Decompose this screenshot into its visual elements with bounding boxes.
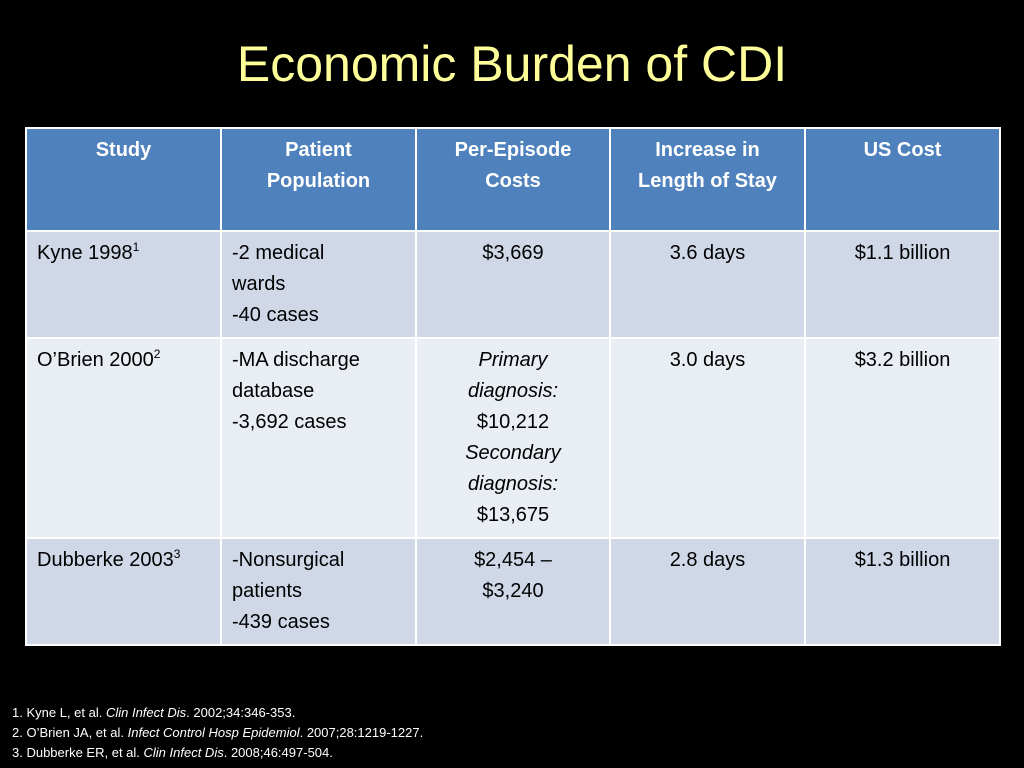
population-line: -Nonsurgical <box>232 549 345 571</box>
reference-superscript: 1 <box>132 240 140 254</box>
cell-length-of-stay: 2.8 days <box>609 537 806 646</box>
header-us-cost: US Cost <box>804 127 1001 232</box>
header-line: Length of Stay <box>638 170 777 192</box>
population-line: -40 cases <box>232 304 319 326</box>
cost-line: Primary <box>478 349 548 371</box>
header-per-episode-costs: Per-Episode Costs <box>415 127 611 232</box>
study-name: Dubberke 2003 <box>37 549 174 571</box>
cost-line: $13,675 <box>476 504 550 526</box>
cost-line: diagnosis: <box>467 380 559 402</box>
population-line: -MA discharge <box>232 349 360 371</box>
cell-population: -2 medical wards -40 cases <box>220 230 417 339</box>
cell-us-cost: $3.2 billion <box>804 337 1001 539</box>
table-header-row: Study Patient Population Per-Episode Cos… <box>25 127 1001 232</box>
reference-superscript: 3 <box>173 547 181 561</box>
cell-length-of-stay: 3.0 days <box>609 337 806 539</box>
cost-line: $10,212 <box>476 411 550 433</box>
cell-study: Kyne 19981 <box>25 230 222 339</box>
population-line: -3,692 cases <box>232 411 347 433</box>
population-line: -439 cases <box>232 611 330 633</box>
references: 1. Kyne L, et al. Clin Infect Dis. 2002;… <box>12 703 423 763</box>
header-line: Population <box>266 170 371 192</box>
table-row: Dubberke 20033 -Nonsurgical patients -43… <box>25 537 1001 646</box>
population-line: wards <box>232 273 286 295</box>
reference-authors: 1. Kyne L, et al. <box>12 705 106 720</box>
table-row: Kyne 19981 -2 medical wards -40 cases $3… <box>25 230 1001 339</box>
population-line: -2 medical <box>232 242 325 264</box>
reference-item: 3. Dubberke ER, et al. Clin Infect Dis. … <box>12 743 423 763</box>
cost-line: diagnosis: <box>467 473 559 495</box>
reference-journal: Infect Control Hosp Epidemiol <box>127 725 300 740</box>
reference-citation: . 2007;28:1219-1227. <box>299 725 424 740</box>
header-line: Per-Episode <box>454 139 572 161</box>
reference-item: 2. O’Brien JA, et al. Infect Control Hos… <box>12 723 423 743</box>
cost-table: Study Patient Population Per-Episode Cos… <box>25 127 1001 646</box>
cost-line: $2,454 – <box>474 549 552 571</box>
header-line: Study <box>95 139 152 161</box>
cell-us-cost: $1.1 billion <box>804 230 1001 339</box>
header-line: Costs <box>485 170 541 192</box>
cell-per-episode-cost: $2,454 – $3,240 <box>415 537 611 646</box>
table-row: O’Brien 20002 -MA discharge database -3,… <box>25 337 1001 539</box>
study-name: Kyne 1998 <box>37 242 133 264</box>
reference-citation: . 2008;46:497-504. <box>223 745 333 760</box>
cell-length-of-stay: 3.6 days <box>609 230 806 339</box>
cost-line: $3,669 <box>482 242 544 264</box>
header-line: Increase in <box>655 139 760 161</box>
header-line: US Cost <box>863 139 942 161</box>
reference-journal: Clin Infect Dis <box>143 745 224 760</box>
reference-superscript: 2 <box>153 347 161 361</box>
study-name: O’Brien 2000 <box>37 349 154 371</box>
header-line: Patient <box>285 139 352 161</box>
reference-item: 1. Kyne L, et al. Clin Infect Dis. 2002;… <box>12 703 423 723</box>
cell-study: O’Brien 20002 <box>25 337 222 539</box>
cost-line: $3,240 <box>482 580 544 602</box>
cell-us-cost: $1.3 billion <box>804 537 1001 646</box>
reference-authors: 3. Dubberke ER, et al. <box>12 745 144 760</box>
cell-population: -MA discharge database -3,692 cases <box>220 337 417 539</box>
reference-authors: 2. O’Brien JA, et al. <box>12 725 128 740</box>
header-length-of-stay: Increase in Length of Stay <box>609 127 806 232</box>
reference-citation: . 2002;34:346-353. <box>186 705 296 720</box>
cell-study: Dubberke 20033 <box>25 537 222 646</box>
cell-per-episode-cost: Primary diagnosis: $10,212 Secondary dia… <box>415 337 611 539</box>
header-study: Study <box>25 127 222 232</box>
population-line: patients <box>232 580 303 602</box>
cell-population: -Nonsurgical patients -439 cases <box>220 537 417 646</box>
slide-title: Economic Burden of CDI <box>236 36 788 92</box>
population-line: database <box>232 380 315 402</box>
cell-per-episode-cost: $3,669 <box>415 230 611 339</box>
cost-line: Secondary <box>465 442 561 464</box>
reference-journal: Clin Infect Dis <box>105 705 187 720</box>
header-patient-population: Patient Population <box>220 127 417 232</box>
